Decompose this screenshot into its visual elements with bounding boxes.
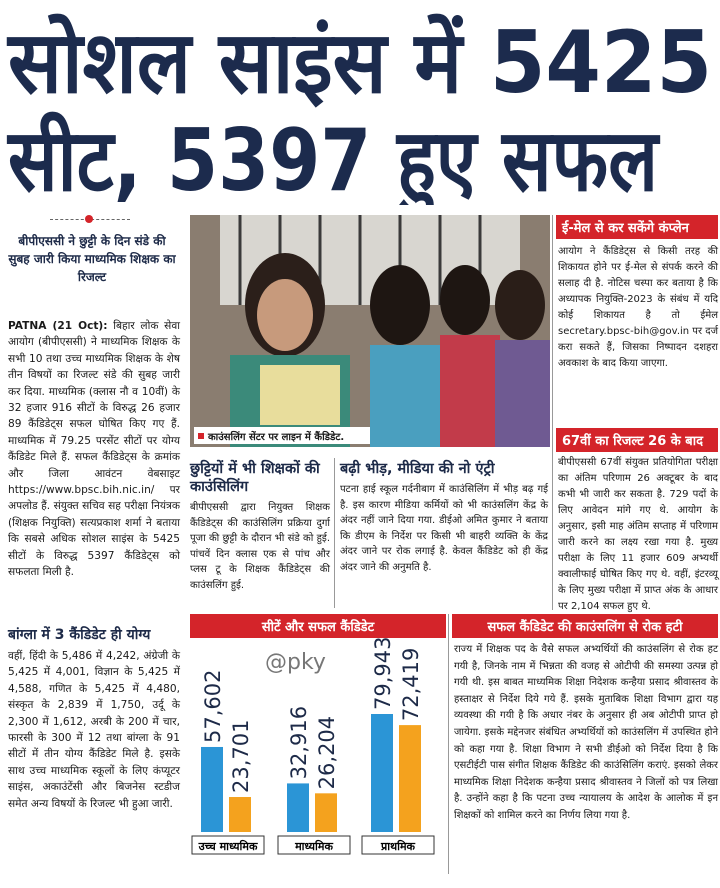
box-heading: 67वीं का रिजल्ट 26 के बाद <box>556 428 718 452</box>
story-body: राज्य में शिक्षक पद के वैसे सफल अभ्यर्थि… <box>454 644 718 821</box>
box-heading: सफल कैंडिडेट की काउंसलिंग से रोक हटी <box>452 614 718 638</box>
photo-caption: काउंसलिंग सेंटर पर लाइन में कैंडिडेट. <box>207 430 344 443</box>
x-tick-label: प्राथमिक <box>380 839 416 853</box>
story-body: बिहार लोक सेवा आयोग (बीपीएससी) ने माध्यम… <box>8 320 180 579</box>
story-body: बीपीएससी द्वारा नियुक्त शिक्षक कैंडिडेट्… <box>190 502 330 591</box>
watermark: @pky <box>265 650 326 675</box>
chart: सीटें और सफल कैंडिडेट @pky उच्च माध्यमिक… <box>190 614 446 855</box>
column-rule <box>334 458 335 608</box>
headline-line: सोशल साइंस में 5425 <box>6 13 712 113</box>
subheading: बढ़ी भीड़, मीडिया की नो एंट्री <box>340 461 495 477</box>
story-body: बीपीएससी 67वीं संयुक्त प्रतियोगिता परीक्… <box>558 457 718 612</box>
dateline: PATNA (21 Oct): <box>8 320 108 332</box>
value-label: 72,419 <box>399 648 423 721</box>
bar <box>399 725 421 832</box>
value-label: 79,943 <box>371 637 395 710</box>
category-box <box>191 835 265 855</box>
chart-title: सीटें और सफल कैंडिडेट <box>261 619 375 635</box>
column-rule <box>448 614 449 874</box>
value-label: 23,701 <box>229 720 253 793</box>
subheading: बांग्ला में 3 कैंडिडेट ही योग्य <box>8 627 151 643</box>
category-box <box>361 835 435 855</box>
x-tick-label: माध्यमिक <box>294 839 333 853</box>
bar <box>287 783 309 832</box>
bar <box>371 714 393 832</box>
bar <box>201 746 223 832</box>
story-body: पटना हाई स्कूल गर्दनीबाग में काउंसिलिंग … <box>340 484 548 573</box>
value-label: 57,602 <box>201 669 225 742</box>
ornament-dot <box>85 215 93 223</box>
category-box <box>277 835 351 855</box>
bar <box>229 797 251 832</box>
value-label: 32,916 <box>287 706 311 779</box>
main-story: PATNA (21 Oct): बिहार लोक सेवा आयोग (बीप… <box>8 318 180 581</box>
bar <box>315 793 337 832</box>
x-tick-label: उच्च माध्यमिक <box>198 839 258 853</box>
headline: सोशल साइंस में 5425 सीट, 5397 हुए सफल <box>6 13 712 205</box>
story-body: आयोग ने कैंडिडेट्स से किसी तरह की शिकायत… <box>558 246 718 369</box>
subheading: छुट्टियों में भी शिक्षकों की काउंसिलिंग <box>190 461 320 495</box>
photo: काउंसलिंग सेंटर पर लाइन में कैंडिडेट. <box>190 215 550 447</box>
column-rule <box>552 215 553 610</box>
box-heading: ई-मेल से कर सकेंगे कंप्लेन <box>556 215 718 239</box>
story-body: वहीं, हिंदी के 5,486 में 4,242, अंग्रेजी… <box>8 650 180 810</box>
value-label: 26,204 <box>315 716 339 789</box>
deck: बीपीएससी ने छुट्टी के दिन संडे की सुबह ज… <box>8 234 176 284</box>
headline-line: सीट, 5397 हुए सफल <box>6 111 660 205</box>
